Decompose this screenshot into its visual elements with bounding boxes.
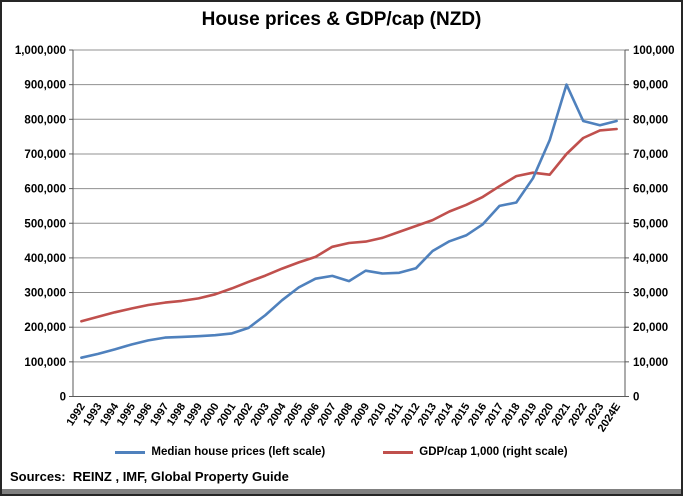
legend-label-gdp: GDP/cap 1,000 (right scale) [419,446,568,458]
y-axis-label-right: 50,000 [633,218,668,230]
legend-item-gdp: GDP/cap 1,000 (right scale) [383,446,568,458]
y-axis-label-right: 100,000 [633,45,675,57]
y-axis-label-right: 40,000 [633,253,668,265]
y-axis-label-right: 20,000 [633,322,668,334]
bottom-strip [2,489,681,494]
house-prices-line-swatch [115,450,146,454]
y-axis-label-left: 400,000 [24,253,66,265]
series-line-house-prices [80,83,618,360]
y-axis-label-right: 60,000 [633,184,668,196]
source-note: Sources: REINZ , IMF, Global Property Gu… [10,469,289,484]
y-axis-label-left: 700,000 [24,149,66,161]
legend-label-house-prices: Median house prices (left scale) [151,446,326,458]
y-axis-label-left: 500,000 [24,218,66,230]
gdp-line-swatch [383,450,414,454]
y-axis-label-right: 30,000 [633,288,668,300]
chart-title: House prices & GDP/cap (NZD) [201,9,482,30]
y-axis-label-right: 80,000 [633,114,668,126]
y-axis-label-left: 800,000 [24,114,66,126]
y-axis-label-right: 70,000 [633,149,668,161]
y-axis-label-left: 200,000 [24,322,66,334]
y-axis-label-left: 100,000 [24,357,66,369]
y-axis-label-left: 0 [60,392,66,404]
series-line-gdp [80,127,618,323]
y-axis-label-left: 600,000 [24,184,66,196]
y-axis-label-left: 300,000 [24,288,66,300]
legend: Median house prices (left scale) GDP/cap… [2,446,681,458]
legend-item-house-prices: Median house prices (left scale) [115,446,325,458]
plot-area: 0 0 100,000 10,000 200,000 20,000 300,000 30,00… [15,45,675,434]
y-axis-label-left: 900,000 [24,80,66,92]
y-axis-label-right: 0 [633,392,639,404]
y-axis-label-right: 10,000 [633,357,668,369]
y-axis-label-left: 1,000,000 [15,45,66,57]
y-axis-label-right: 90,000 [633,80,668,92]
